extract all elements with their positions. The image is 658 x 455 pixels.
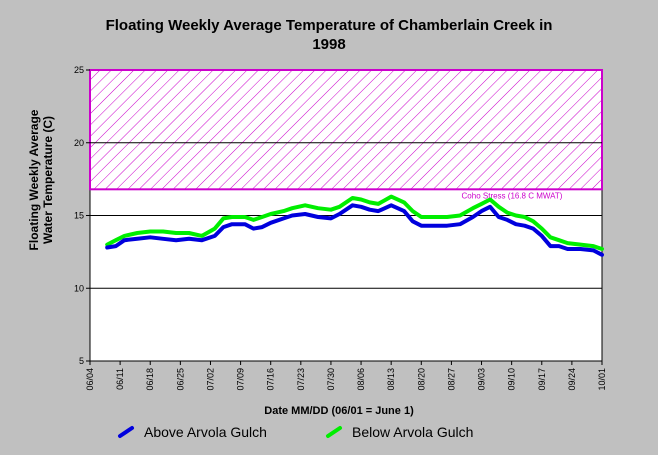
x-tick-label: 09/03	[477, 368, 487, 391]
x-tick-label: 09/17	[537, 368, 547, 391]
x-tick-label: 07/09	[236, 368, 246, 391]
chart-title-line1: Floating Weekly Average Temperature of C…	[106, 17, 553, 34]
threshold-band	[89, 69, 603, 191]
x-tick-label: 08/06	[356, 368, 366, 391]
x-tick-label: 07/02	[205, 368, 215, 391]
legend: Above Arvola Gulch Below Arvola Gulch	[118, 424, 473, 440]
y-tick-label: 15	[74, 211, 84, 221]
y-tick-label: 10	[74, 283, 84, 293]
y-axis-label-line1: Floating Weekly Average	[27, 109, 41, 250]
chart-title-line2: 1998	[312, 36, 345, 53]
x-tick-label: 07/16	[266, 368, 276, 391]
y-axis-label-line2: Water Temperature (C)	[41, 116, 55, 244]
y-tick-label: 20	[74, 138, 84, 148]
x-tick-label: 06/18	[145, 368, 155, 391]
x-tick-label: 06/25	[175, 368, 185, 391]
x-tick-label: 08/27	[446, 368, 456, 391]
y-tick-label: 5	[79, 356, 84, 366]
series-line-above-arvola-gulch	[105, 203, 604, 257]
x-axis-label: Date MM/DD (06/01 = June 1)	[264, 405, 414, 417]
x-tick-label: 07/30	[326, 368, 336, 391]
x-tick-label: 07/23	[296, 368, 306, 391]
x-tick-label: 09/24	[567, 368, 577, 391]
x-tick-label: 06/11	[115, 368, 125, 390]
legend-label: Above Arvola Gulch	[144, 424, 267, 440]
legend-swatch	[118, 426, 134, 438]
legend-label: Below Arvola Gulch	[352, 424, 473, 440]
x-tick-label: 09/10	[507, 368, 517, 391]
threshold-label: Coho Stress (16.8 C MWAT)	[462, 191, 563, 200]
x-tick-label: 06/04	[85, 368, 95, 391]
x-tick-label: 10/01	[597, 368, 607, 391]
series-line-below-arvola-gulch	[105, 194, 604, 251]
x-tick-label: 08/13	[386, 368, 396, 391]
legend-swatch	[326, 426, 342, 438]
y-tick-label: 25	[74, 65, 84, 75]
x-tick-label: 08/20	[416, 368, 426, 391]
